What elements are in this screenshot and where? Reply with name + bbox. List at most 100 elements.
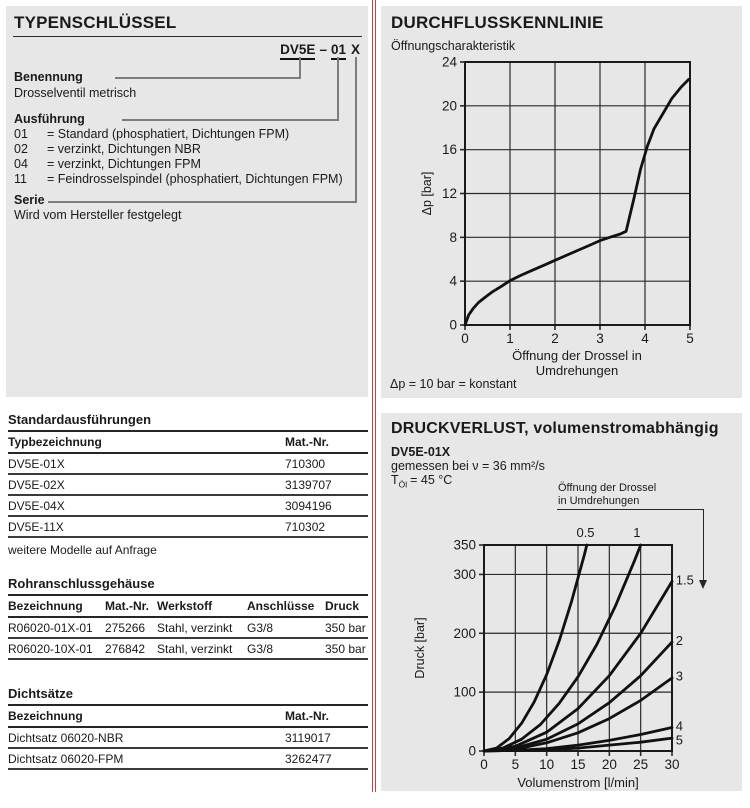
- type-code-family: DV5E: [280, 42, 316, 60]
- y-tick-label: 4: [449, 274, 457, 289]
- temp-subscript: Öl: [398, 479, 408, 490]
- connector-ausfuehrung-vertical: [337, 57, 339, 121]
- type-code: DV5E –01 X: [280, 42, 360, 60]
- table-cell: 710302: [285, 516, 368, 538]
- plot-border: [464, 61, 691, 326]
- table-row: DV5E-11X 710302: [8, 516, 368, 538]
- y-tick-label: 24: [442, 55, 458, 70]
- table-cell: Stahl, verzinkt: [157, 617, 247, 639]
- y-tick-label: 20: [442, 98, 457, 113]
- connector-benennung-horizontal: [115, 77, 301, 79]
- y-tick-label: 0: [468, 744, 476, 759]
- x-tick-label: 1: [506, 331, 514, 346]
- curve-label: 1: [633, 525, 640, 540]
- x-tick-label: 5: [686, 331, 694, 346]
- temp-symbol: T: [391, 473, 399, 487]
- table-cell: DV5E-11X: [8, 516, 285, 538]
- pressure-model-label: DV5E-01X: [391, 445, 451, 459]
- table-cell: Stahl, verzinkt: [157, 638, 247, 660]
- y-tick-label: 300: [453, 567, 476, 582]
- table-header-row: Typbezeichnung Mat.-Nr.: [8, 432, 368, 454]
- data-curve: [482, 736, 674, 753]
- data-curve: [482, 543, 589, 753]
- y-tick-label: 12: [442, 186, 457, 201]
- curve-label: 0.5: [576, 525, 594, 540]
- table-cell: 710300: [285, 453, 368, 475]
- x-tick-label: 5: [512, 757, 520, 772]
- x-tick-label: 15: [570, 757, 585, 772]
- table-footnote: weitere Modelle auf Anfrage: [8, 543, 157, 557]
- section-pressure-loss: DRUCKVERLUST, volumenstromabhängig DV5E-…: [381, 413, 742, 791]
- table-title-housing: Rohranschlussgehäuse: [8, 576, 368, 596]
- ausfuehrung-option: 04 = verzinkt, Dichtungen FPM: [14, 157, 343, 172]
- annotation-arrow-down-icon: [699, 580, 707, 589]
- option-description: = Standard (phosphatiert, Dichtungen FPM…: [47, 127, 290, 141]
- column-header: Bezeichnung: [8, 596, 105, 618]
- table-standardausfuehrungen: Typbezeichnung Mat.-Nr. DV5E-01X 710300 DV5E…: [8, 432, 368, 538]
- connector-benennung-vertical: [299, 57, 301, 79]
- annotation-bracket-horizontal: [557, 509, 704, 510]
- column-header: Mat.-Nr.: [285, 706, 368, 728]
- column-header: Bezeichnung: [8, 706, 285, 728]
- table-row: DV5E-01X 710300: [8, 453, 368, 475]
- type-key-title: TYPENSCHLÜSSEL: [14, 13, 177, 32]
- column-header: Werkstoff: [157, 596, 247, 618]
- table-cell: 350 bar: [325, 638, 368, 660]
- option-code: 01: [14, 127, 28, 141]
- curve-label: 2: [676, 633, 683, 648]
- plot-border: [483, 544, 673, 752]
- turns-annotation-line2: in Umdrehungen: [558, 495, 640, 507]
- table-cell: 3262477: [285, 748, 368, 770]
- table-cell: 3094196: [285, 495, 368, 517]
- table-cell: G3/8: [247, 617, 325, 639]
- table-cell: Dichtsatz 06020-FPM: [8, 748, 285, 770]
- connector-serie-vertical: [355, 57, 357, 203]
- y-axis-label: Δp [bar]: [420, 172, 434, 216]
- data-curve: [482, 543, 643, 753]
- pressure-section-title: DRUCKVERLUST, volumenstromabhängig: [391, 420, 719, 437]
- x-tick-label: 4: [641, 331, 649, 346]
- table-row: R06020-01X-01 275266 Stahl, verzinkt G3/8 35…: [8, 617, 368, 639]
- curve-label: 4: [676, 718, 683, 733]
- serie-value: Wird vom Hersteller festgelegt: [14, 208, 182, 222]
- benennung-value: Drosselventil metrisch: [14, 86, 137, 100]
- flow-chart-note: Δp = 10 bar = konstant: [390, 377, 517, 391]
- title-underline: [13, 36, 362, 37]
- y-tick-label: 0: [449, 318, 457, 333]
- x-tick-label: 0: [461, 331, 469, 346]
- table-title-standard: Standardausführungen: [8, 412, 368, 432]
- x-tick-label: 30: [664, 757, 679, 772]
- data-curve: [482, 580, 674, 753]
- serie-label: Serie: [14, 193, 45, 207]
- turns-annotation: Öffnung der Drossel in Umdrehungen: [558, 482, 656, 508]
- flow-x-axis-caption: Öffnung der Drossel in Umdrehungen: [512, 348, 642, 378]
- section-tables: Standardausführungen Typbezeichnung Mat.-…: [8, 412, 368, 770]
- pressure-temperature-label: TÖl = 45 °C: [391, 473, 452, 490]
- curve-label: 3: [676, 668, 683, 683]
- y-tick-label: 350: [453, 538, 476, 553]
- column-header: Mat.-Nr.: [105, 596, 157, 618]
- table-cell: 275266: [105, 617, 157, 639]
- flow-section-subtitle: Öffnungscharakteristik: [391, 39, 516, 53]
- curve-label: 1.5: [676, 572, 694, 587]
- x-tick-label: 10: [539, 757, 554, 772]
- type-code-version: 01: [330, 42, 346, 60]
- flow-section-title: DURCHFLUSSKENNLINIE: [391, 13, 604, 32]
- table-cell: Dichtsatz 06020-NBR: [8, 727, 285, 749]
- option-code: 04: [14, 157, 28, 171]
- table-cell: DV5E-04X: [8, 495, 285, 517]
- option-code: 11: [14, 172, 27, 186]
- column-header: Druck: [325, 596, 368, 618]
- table-cell: 350 bar: [325, 617, 368, 639]
- y-tick-label: 100: [453, 685, 476, 700]
- table-title-seals: Dichtsätze: [8, 686, 368, 706]
- table-cell: R06020-01X-01: [8, 617, 105, 639]
- ausfuehrung-option: 02 = verzinkt, Dichtungen NBR: [14, 142, 343, 157]
- benennung-label: Benennung: [14, 70, 83, 84]
- table-row: Dichtsatz 06020-FPM 3262477: [8, 748, 368, 770]
- table-header-row: Bezeichnung Mat.-Nr.: [8, 706, 368, 728]
- connector-serie-horizontal: [48, 201, 357, 203]
- x-tick-label: 20: [602, 757, 617, 772]
- pressure-measured-label: gemessen bei ν = 36 mm²/s: [391, 459, 545, 473]
- table-row: R06020-10X-01 276842 Stahl, verzinkt G3/8 35…: [8, 638, 368, 660]
